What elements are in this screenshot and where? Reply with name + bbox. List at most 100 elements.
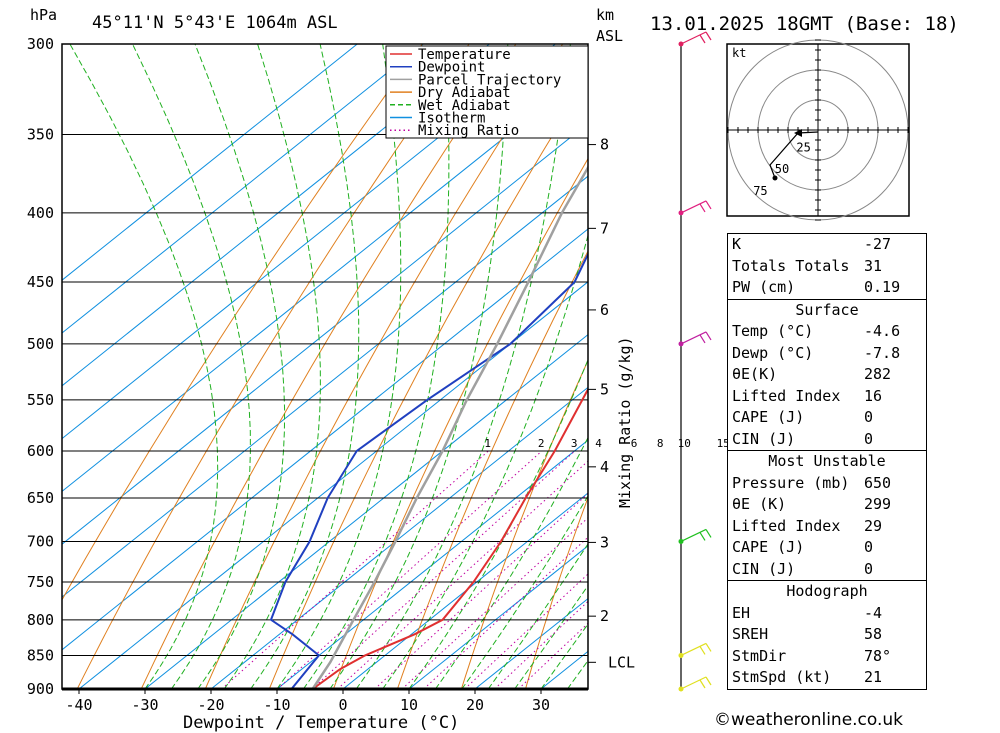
most-unstable-value: 650 [864, 473, 892, 492]
wet-adiabat [302, 44, 450, 689]
pressure-tick-label: 450 [27, 273, 54, 291]
height-tick-label: 7 [600, 219, 609, 237]
mixing-ratio-line [423, 536, 588, 689]
forecast-datetime: 13.01.2025 18GMT (Base: 18) [650, 13, 959, 35]
surface-value: 282 [864, 365, 892, 383]
mixing-ratio-label: 6 [631, 437, 638, 450]
most-unstable-label: Pressure (mb) [732, 473, 850, 492]
mixing-ratio-label: 4 [595, 437, 602, 450]
most-unstable-row: Lifted Index 29 [728, 516, 926, 538]
most-unstable-value: 29 [864, 516, 883, 535]
mixing-ratio-axis-label: Mixing Ratio (g/kg) [616, 336, 634, 508]
surface-value: -4.6 [864, 322, 901, 340]
dry-adiabat [396, 250, 588, 689]
surface-row: CAPE (J) 0 [728, 407, 926, 429]
height-tick-label: 4 [600, 458, 609, 476]
mixing-ratio-label: 10 [678, 437, 691, 450]
legend-entry: Temperature [418, 47, 511, 63]
dry-adiabat [204, 44, 564, 689]
hodograph-ring-label: 50 [775, 162, 789, 176]
wet-adiabat [382, 233, 588, 689]
surface-row: Lifted Index 16 [728, 386, 926, 408]
hodograph-stat-label: StmDir [732, 646, 787, 665]
wind-barb-shaft [680, 31, 707, 45]
legend-entry: Dry Adiabat [418, 85, 511, 101]
index-row: PW (cm) 0.19 [728, 277, 926, 299]
hodograph: kt 25 50 75 [726, 39, 910, 221]
height-tick-label: 5 [600, 380, 609, 398]
wet-adiabat [276, 44, 402, 689]
surface-label: Temp (°C) [732, 322, 814, 340]
mixing-ratio-label: 15 [717, 437, 730, 450]
hodograph-stat-row: StmDir 78° [728, 646, 926, 668]
x-tick-label: -40 [65, 696, 92, 714]
surface-value: 0 [864, 429, 874, 448]
x-tick-label: -30 [131, 696, 158, 714]
wind-barb-feather [699, 679, 706, 689]
height-unit-asl: ASL [596, 27, 623, 45]
x-tick-label: 20 [466, 696, 484, 714]
x-tick-label: 10 [400, 696, 418, 714]
wind-barb-feather [705, 529, 712, 538]
x-tick-label: 0 [338, 696, 347, 714]
x-tick-label: -20 [197, 696, 224, 714]
surface-row: Dewp (°C) -7.8 [728, 343, 926, 365]
wind-barb-feather [705, 676, 712, 686]
surface-label: θE(K) [732, 365, 778, 383]
hodograph-ring-label: 75 [753, 184, 767, 198]
mixing-ratio-line [337, 460, 588, 689]
wind-barb-shaft [680, 200, 707, 214]
most-unstable-row: θE (K) 299 [728, 494, 926, 516]
pressure-tick-label: 850 [27, 646, 54, 664]
index-row: K -27 [728, 234, 926, 256]
pressure-tick-label: 550 [27, 391, 54, 409]
most-unstable-value: 299 [864, 495, 892, 513]
surface-label: CAPE (J) [732, 408, 805, 426]
hodograph-unit: kt [732, 46, 746, 60]
surface-row: θE(K) 282 [728, 364, 926, 386]
hodograph-stat-row: SREH 58 [728, 624, 926, 646]
pressure-tick-label: 300 [27, 35, 54, 53]
wind-barb-feather [705, 643, 712, 652]
most-unstable-title: Most Unstable [768, 452, 886, 470]
surface-title: Surface [795, 300, 859, 319]
mixing-ratio-label: 1 [484, 437, 491, 450]
wind-barb-feather [699, 646, 706, 655]
pressure-tick-label: 400 [27, 204, 54, 222]
hodograph-stat-value: 78° [864, 646, 892, 665]
wet-adiabat [250, 44, 360, 689]
mixing-ratio-label: 8 [657, 437, 664, 450]
most-unstable-value: 0 [864, 538, 874, 556]
series-parcel-trajectory [311, 165, 588, 689]
surface-label: Dewp (°C) [732, 343, 814, 362]
isotherm-line [62, 44, 490, 387]
most-unstable-label: CAPE (J) [732, 538, 805, 556]
station-location: 45°11'N 5°43'E 1064m ASL [92, 13, 338, 33]
dry-adiabat [76, 44, 470, 689]
pressure-tick-label: 350 [27, 126, 54, 144]
hodograph-ring-label: 25 [796, 141, 810, 155]
wind-barb-feather [705, 200, 712, 210]
series-dewpoint [269, 252, 588, 689]
most-unstable-label: Lifted Index [732, 516, 841, 535]
index-label: Totals Totals [732, 256, 850, 275]
wind-barb-feather [699, 334, 706, 344]
wet-adiabat [132, 44, 251, 689]
most-unstable-value: 0 [864, 559, 874, 578]
mixing-ratio-label: 2 [538, 437, 545, 450]
height-tick-label: 2 [600, 607, 609, 625]
wet-adiabat [194, 44, 286, 689]
hodograph-stat-row: StmSpd (kt) 21 [728, 667, 926, 689]
surface-value: 0 [864, 408, 874, 426]
isotherm-line [62, 44, 358, 281]
hodograph-stat-row: EH -4 [728, 603, 926, 625]
hodograph-stat-label: SREH [732, 625, 769, 643]
wind-barb-shaft [680, 676, 707, 690]
wind-barb-shaft [680, 331, 707, 345]
indices-table: K -27 Totals Totals 31 PW (cm) 0.19 Surface T… [727, 233, 927, 690]
plot-frame [61, 43, 589, 690]
pressure-tick-label: 700 [27, 532, 54, 550]
hodograph-title: Hodograph [786, 582, 868, 600]
isotherm-line [62, 175, 588, 598]
index-label: PW (cm) [732, 278, 796, 296]
